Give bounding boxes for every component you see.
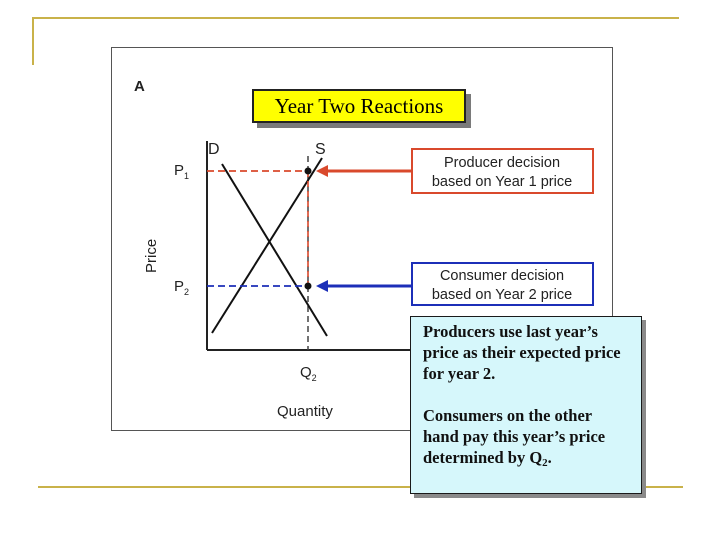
demand-curve	[221, 163, 328, 337]
x-axis-label: Quantity	[277, 403, 333, 420]
producer-point	[304, 167, 312, 175]
producer-box-line2: based on Year 1 price	[432, 174, 572, 190]
consumer-arrow-head	[316, 280, 328, 292]
slide-frame-left-line	[32, 17, 34, 65]
supply-curve-line	[211, 157, 323, 334]
y-axis-label: Price	[143, 239, 160, 273]
producer-arrow-head	[316, 165, 328, 177]
consumer-box-line2: based on Year 2 price	[432, 287, 572, 303]
producer-box-line1: Producer decision	[444, 155, 560, 171]
producer-decision-box	[411, 148, 594, 194]
explanation-note: Producers use last year’s price as their…	[410, 316, 642, 494]
slide-frame-bottom-line	[38, 486, 683, 488]
consumer-decision-box	[411, 262, 594, 306]
panel-label: A	[134, 78, 145, 95]
consumer-point	[304, 282, 312, 290]
p1-label: P1	[174, 162, 189, 181]
q2-label: Q2	[300, 364, 317, 383]
supply-demand-diagram: A D S P1 P2 Q2 Quantity Price Pro	[134, 78, 594, 420]
note-paragraph-producers: Producers use last year’s price as their…	[423, 322, 621, 383]
p2-label: P2	[174, 278, 189, 297]
note-paragraph-consumers: Consumers on the other hand pay this yea…	[423, 406, 606, 469]
slide-title: Year Two Reactions	[252, 89, 466, 123]
slide-frame-top-line	[32, 17, 679, 19]
consumer-box-line1: Consumer decision	[440, 268, 564, 284]
demand-label: D	[208, 141, 220, 158]
supply-label: S	[315, 141, 326, 158]
